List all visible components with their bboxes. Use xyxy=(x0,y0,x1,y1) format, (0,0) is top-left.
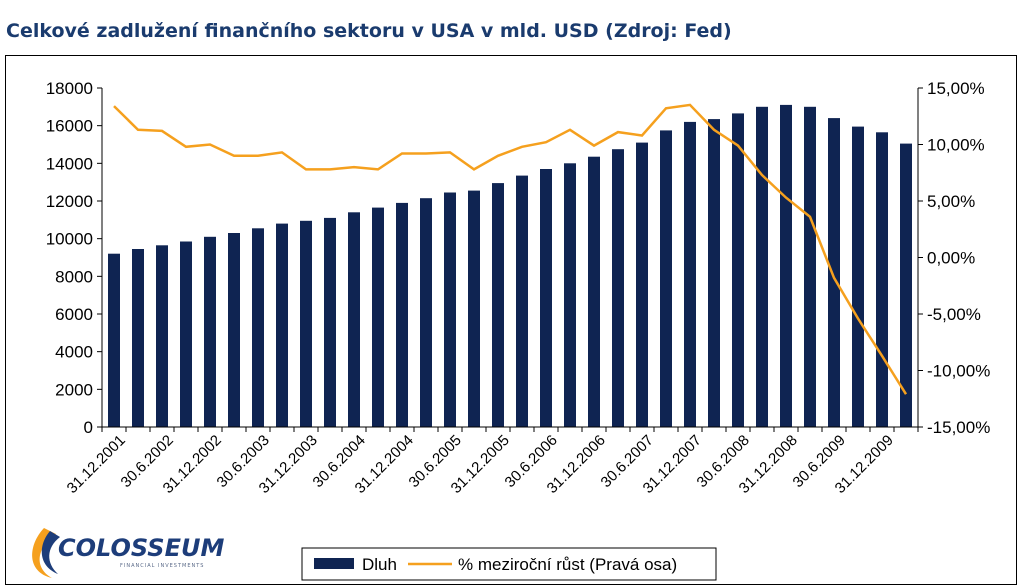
bar-30 xyxy=(828,118,840,427)
logo-text: COLOSSEUM xyxy=(58,534,224,562)
bar-27 xyxy=(756,106,768,428)
bar-12 xyxy=(396,202,408,427)
chart-title: Celkové zadlužení finančního sektoru v U… xyxy=(6,20,732,42)
bar-22 xyxy=(636,142,648,427)
bar-14 xyxy=(444,192,456,427)
bar-31 xyxy=(852,126,864,427)
left-tick-label-9: 18000 xyxy=(46,79,93,98)
logo-subtext: FINANCIAL INVESTMENTS xyxy=(120,563,204,569)
bar-16 xyxy=(492,183,504,427)
bar-15 xyxy=(468,190,480,427)
legend: Dluh % meziroční růst (Pravá osa) xyxy=(301,547,717,581)
right-tick-label-5: 10,00% xyxy=(927,136,985,155)
legend-box xyxy=(301,547,717,581)
bar-25 xyxy=(708,119,720,427)
bar-3 xyxy=(180,241,192,427)
left-tick-label-0: 0 xyxy=(84,418,93,437)
line-series-growth xyxy=(113,103,908,395)
left-tick-label-7: 14000 xyxy=(46,154,93,173)
bar-23 xyxy=(660,130,672,427)
bar-8 xyxy=(300,220,312,427)
bar-20 xyxy=(588,156,600,427)
colosseum-logo: COLOSSEUM FINANCIAL INVESTMENTS xyxy=(32,528,224,578)
logo-swoosh-icon-dark xyxy=(41,531,60,574)
bar-24 xyxy=(684,121,696,428)
bar-29 xyxy=(804,106,816,428)
right-tick-label-6: 15,00% xyxy=(927,79,985,98)
bar-10 xyxy=(348,212,360,427)
left-tick-label-3: 6000 xyxy=(55,305,93,324)
bar-32 xyxy=(876,132,888,428)
x-tick-label-0: 31.12.2001 xyxy=(64,432,129,497)
left-tick-label-5: 10000 xyxy=(46,230,93,249)
left-tick-label-6: 12000 xyxy=(46,192,93,211)
bar-0 xyxy=(108,253,120,427)
bar-11 xyxy=(372,207,384,427)
chart-frame xyxy=(5,55,1017,585)
right-tick-label-4: 5,00% xyxy=(927,192,975,211)
bar-6 xyxy=(252,228,264,427)
bar-4 xyxy=(204,236,216,427)
left-tick-label-2: 4000 xyxy=(55,343,93,362)
left-tick-label-1: 2000 xyxy=(55,380,93,399)
bar-33 xyxy=(900,143,912,427)
bar-13 xyxy=(420,198,432,427)
bar-series-dluh xyxy=(108,104,912,428)
bar-2 xyxy=(156,245,168,427)
bar-7 xyxy=(276,223,288,427)
bar-26 xyxy=(732,113,744,428)
bar-21 xyxy=(612,149,624,427)
left-tick-label-4: 8000 xyxy=(55,267,93,286)
bar-18 xyxy=(540,169,552,427)
right-axis-ticks: -15,00% -10,00% -5,00% 0,00% 5,00% 10,00% 15,0… xyxy=(918,79,990,437)
left-tick-label-8: 16000 xyxy=(46,117,93,136)
left-axis-ticks: 0 2000 4000 6000 8000 10000 12000 14000 16000 180… xyxy=(46,79,102,437)
bar-9 xyxy=(324,217,336,427)
right-tick-label-2: -5,00% xyxy=(927,305,981,324)
right-tick-label-0: -15,00% xyxy=(927,418,990,437)
legend-swatch-dluh xyxy=(314,558,354,569)
legend-label-growth: % meziroční růst (Pravá osa) xyxy=(458,555,677,574)
bar-28 xyxy=(780,104,792,428)
bar-1 xyxy=(132,249,144,427)
axes xyxy=(101,88,919,428)
right-tick-label-3: 0,00% xyxy=(927,249,975,268)
legend-label-dluh: Dluh xyxy=(362,555,397,574)
right-tick-label-1: -10,00% xyxy=(927,362,990,381)
logo-swoosh-icon xyxy=(32,528,56,578)
bar-5 xyxy=(228,233,240,427)
bar-19 xyxy=(564,163,576,428)
bar-17 xyxy=(516,175,528,427)
x-axis-ticks: 31.12.200130.6.200231.12.200230.6.200331… xyxy=(64,427,919,497)
